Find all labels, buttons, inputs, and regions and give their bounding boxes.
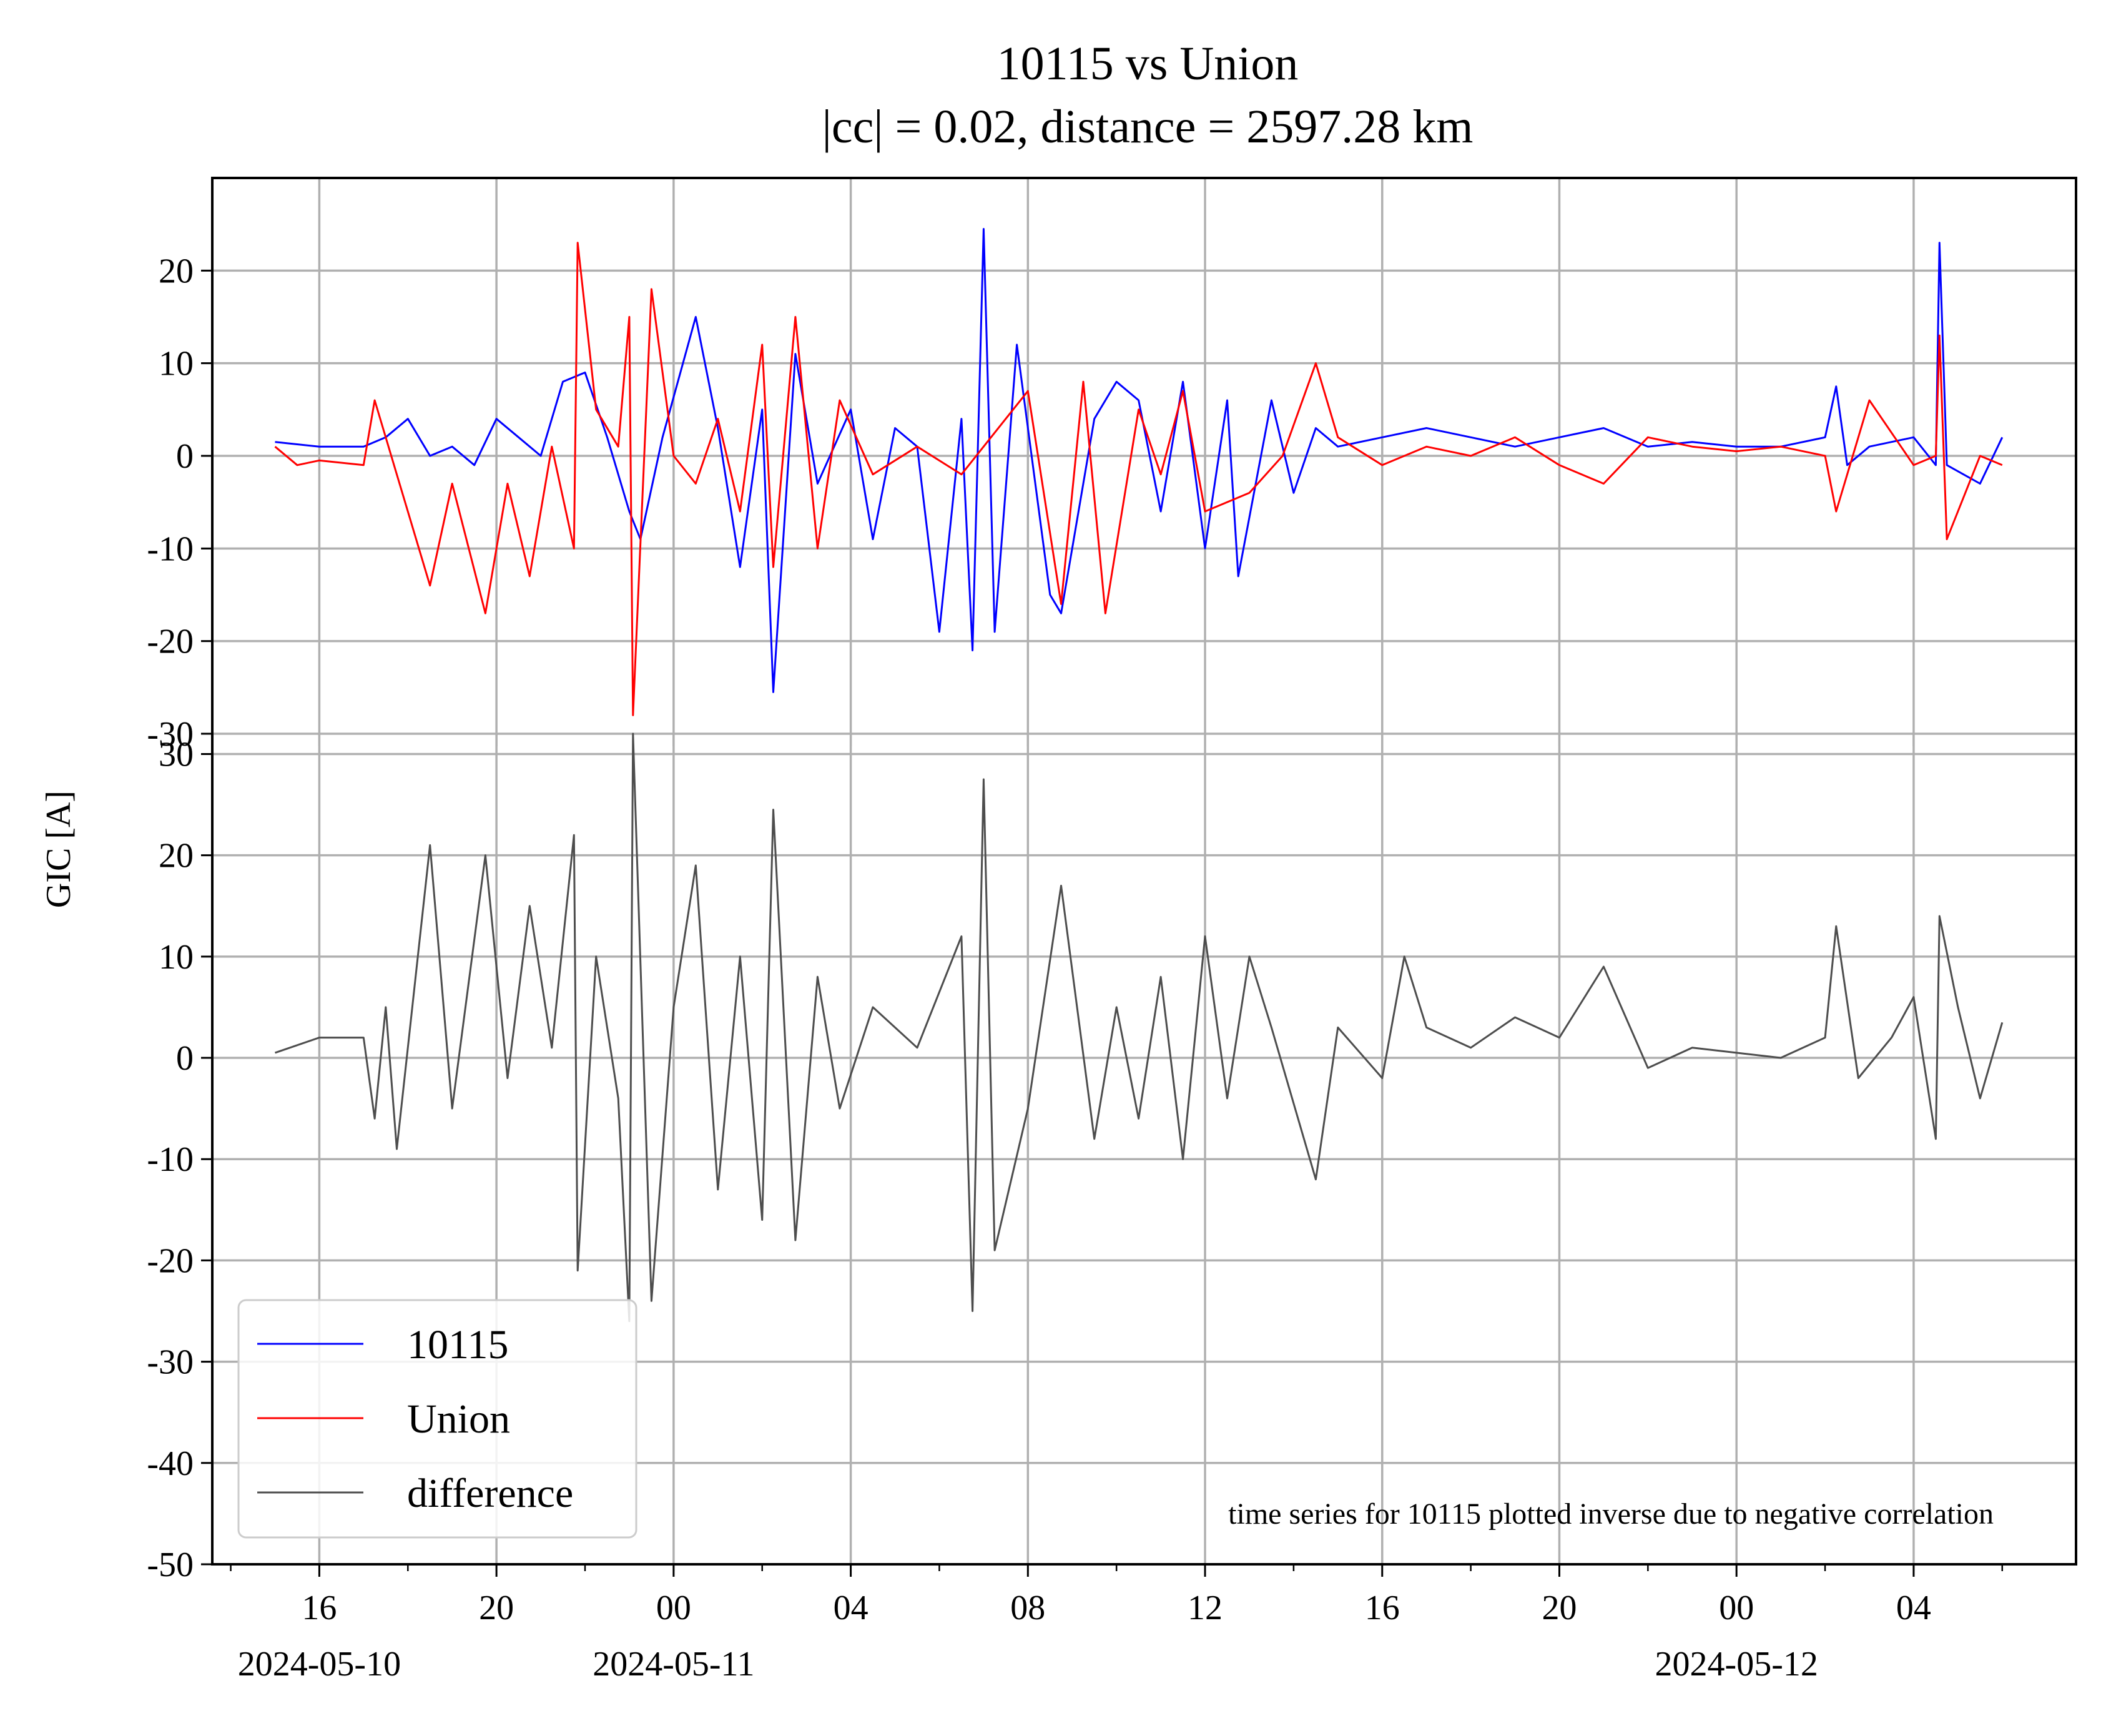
legend-label: difference (407, 1471, 573, 1516)
x-tick-label: 08 (1010, 1589, 1045, 1627)
series-line-Union (274, 242, 2003, 716)
y-tick-label: -10 (147, 530, 194, 568)
annotation-text: time series for 10115 plotted inverse du… (1228, 1497, 1994, 1531)
x-tick-label: 20 (1542, 1589, 1577, 1627)
y-tick-label: 0 (176, 437, 194, 476)
x-tick-label: 16 (302, 1589, 337, 1627)
y-tick-label: -40 (147, 1444, 194, 1483)
x-date-label: 2024-05-11 (593, 1645, 754, 1684)
y-tick-label: 20 (159, 837, 194, 875)
x-tick-label: 00 (656, 1589, 691, 1627)
y-tick-label: -10 (147, 1140, 194, 1179)
y-tick-label: -20 (147, 623, 194, 661)
plot-layer: 20100-10-20-303020100-10-20-30-40-501620… (147, 177, 2077, 1684)
x-tick-label: 00 (1719, 1589, 1754, 1627)
legend-label: Union (407, 1396, 510, 1442)
y-tick-label: -30 (147, 1343, 194, 1382)
x-tick-label: 20 (479, 1589, 514, 1627)
y-tick-label: 30 (159, 735, 194, 774)
y-axis-label: GIC [A] (39, 791, 78, 908)
y-tick-label: -20 (147, 1241, 194, 1280)
y-tick-label: 20 (159, 252, 194, 290)
x-tick-label: 12 (1188, 1589, 1223, 1627)
x-tick-label: 04 (1896, 1589, 1931, 1627)
legend-label: 10115 (407, 1322, 509, 1368)
legend: 10115 Union difference (237, 1299, 637, 1539)
series-line-difference (275, 732, 2004, 1323)
x-tick-label: 04 (834, 1589, 868, 1627)
y-tick-label: -30 (147, 715, 194, 754)
legend-box (237, 1299, 637, 1539)
y-tick-label: 0 (176, 1039, 194, 1078)
x-date-label: 2024-05-10 (238, 1645, 401, 1684)
chart-title: 10115 vs Union (997, 37, 1299, 90)
series-line-10115 (275, 228, 2004, 693)
x-date-label: 2024-05-12 (1655, 1645, 1818, 1684)
x-tick-label: 16 (1365, 1589, 1400, 1627)
y-tick-label: 10 (159, 345, 194, 383)
axes-frame (211, 177, 2077, 1566)
y-tick-label: -50 (147, 1546, 194, 1584)
y-tick-label: 10 (159, 938, 194, 977)
chart-subtitle: |cc| = 0.02, distance = 2597.28 km (822, 101, 1474, 153)
